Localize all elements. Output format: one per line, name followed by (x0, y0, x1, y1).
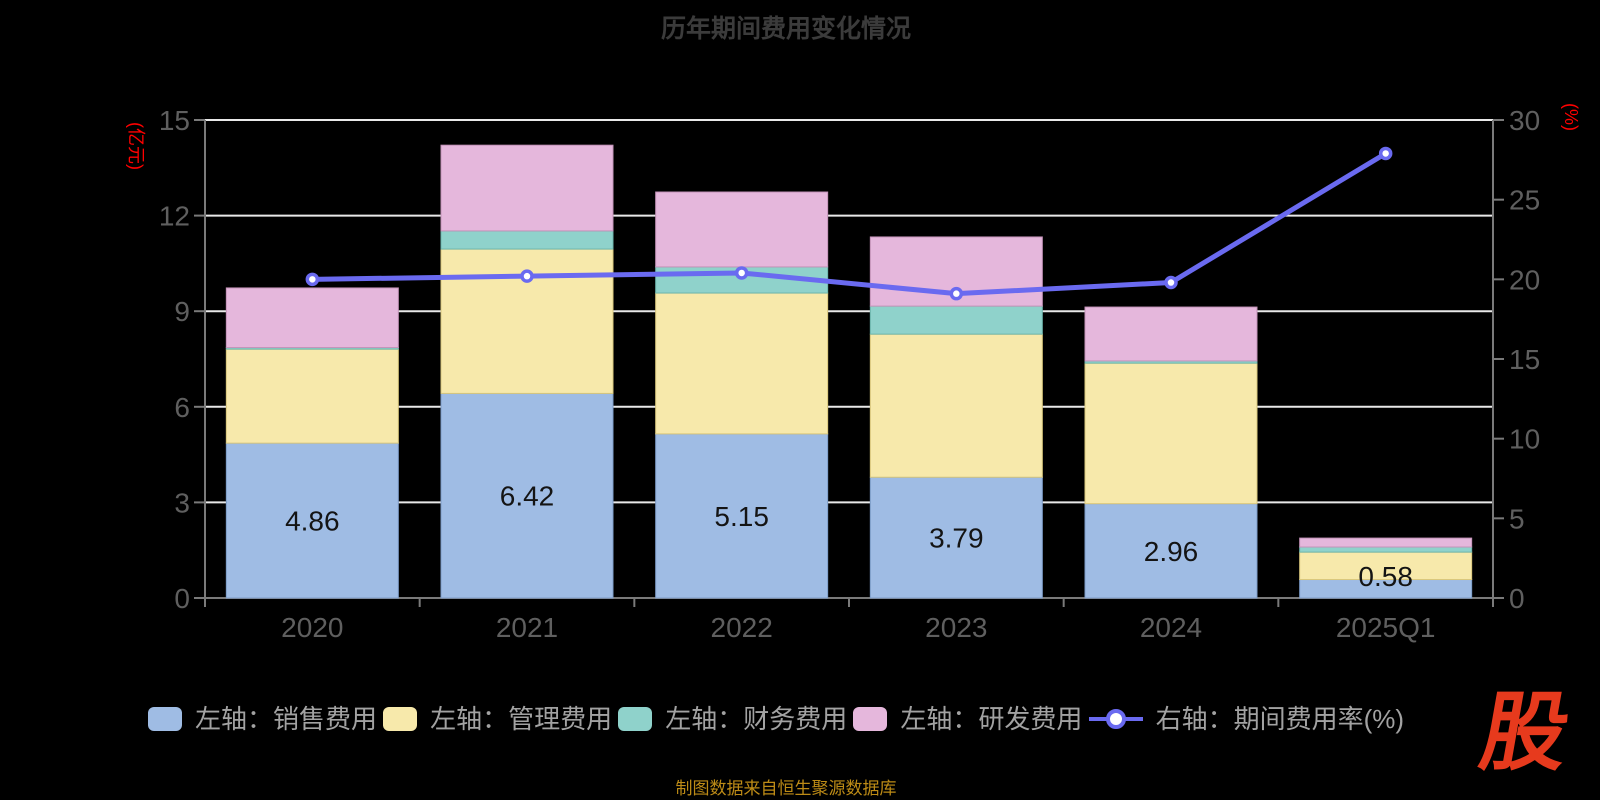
bar-segment-management (225, 348, 399, 444)
bar-segment-management (1299, 551, 1473, 581)
left-axis-tick-label: 15 (159, 105, 190, 136)
right-axis-tick-label: 0 (1509, 583, 1525, 614)
x-axis-category-label: 2020 (281, 612, 343, 643)
bar-segment-management (1084, 362, 1258, 505)
line-marker (305, 272, 320, 287)
bar-segment-rd (1084, 306, 1258, 362)
legend-label-sales: 左轴：销售费用 (195, 704, 378, 734)
bar-value-label: 2.96 (1144, 536, 1199, 567)
legend-item-sales[interactable]: 左轴：销售费用 (148, 706, 377, 732)
line-marker (1378, 146, 1393, 161)
bar-segment-rd (225, 287, 399, 349)
bar-segment-management (869, 333, 1043, 478)
left-axis-tick-label: 3 (174, 487, 190, 518)
x-axis-category-label: 2024 (1140, 612, 1202, 643)
line-marker (734, 266, 749, 280)
right-axis-tick-label: 10 (1509, 424, 1540, 455)
bar-segment-sales (440, 392, 614, 599)
bar-value-label: 6.42 (500, 481, 555, 512)
source-note: 制图数据来自恒生聚源数据库 (675, 779, 897, 798)
legend-item-management[interactable]: 左轴：管理费用 (383, 706, 612, 732)
right-axis-tick-label: 30 (1509, 105, 1540, 136)
bar-value-label: 3.79 (929, 523, 984, 554)
sales-swatch-icon (148, 707, 182, 731)
legend-label-management: 左轴：管理费用 (430, 704, 613, 734)
bar-value-label: 5.15 (714, 501, 769, 532)
legend-label-expense-ratio: 右轴：期间费用率(%) (1155, 704, 1404, 734)
rd-swatch-icon (853, 707, 888, 731)
right-axis-tick-label: 5 (1509, 503, 1525, 534)
left-axis-tick-label: 12 (159, 201, 190, 232)
legend: 左轴：销售费用 左轴：管理费用 左轴：财务费用 左轴：研发费用 右轴：期间费用率(%) (148, 700, 1404, 738)
x-axis-category-label: 2022 (711, 612, 773, 643)
bar-segment-management (655, 292, 829, 435)
bar-segment-sales (225, 442, 399, 599)
bar-segment-rd (1299, 537, 1473, 548)
logo-gu: 股 (1473, 685, 1577, 781)
left-axis-tick-label: 0 (174, 583, 190, 614)
bar-segment-financial (869, 305, 1043, 335)
legend-item-rd[interactable]: 左轴：研发费用 (853, 706, 1082, 732)
financial-swatch-icon (618, 707, 653, 731)
right-axis-tick-label: 20 (1509, 264, 1540, 295)
bar-segment-sales (1084, 503, 1258, 599)
bar-segment-financial (1299, 546, 1473, 553)
legend-item-expense-ratio[interactable]: 右轴：期间费用率(%) (1088, 704, 1404, 734)
line-marker (949, 286, 964, 301)
chart-title: 历年期间费用变化情况 (660, 15, 911, 43)
left-axis-tick-label: 6 (174, 392, 190, 423)
line-marker-icon (1088, 709, 1143, 729)
line-marker (520, 269, 534, 283)
bar-segment-sales (869, 476, 1043, 599)
right-axis-tick-label: 25 (1509, 185, 1540, 216)
left-axis-tick-label: 9 (174, 296, 190, 327)
x-axis-category-label: 2025Q1 (1336, 612, 1436, 643)
bar-segment-rd (655, 191, 829, 268)
legend-label-financial: 左轴：财务费用 (665, 704, 848, 734)
bar-value-label: 0.58 (1358, 561, 1413, 592)
bar-segment-sales (655, 433, 829, 599)
bar-value-label: 4.86 (285, 506, 340, 537)
expense-ratio-line (312, 151, 1387, 297)
right-axis-tick-label: 15 (1509, 344, 1540, 375)
bar-segment-financial (440, 230, 614, 250)
x-axis-category-label: 2023 (925, 612, 987, 643)
x-axis-category-label: 2021 (496, 612, 558, 643)
bar-segment-rd (440, 144, 614, 232)
legend-item-financial[interactable]: 左轴：财务费用 (618, 706, 847, 732)
line-marker (1164, 275, 1178, 290)
legend-label-rd: 左轴：研发费用 (900, 704, 1083, 734)
management-swatch-icon (383, 707, 418, 731)
